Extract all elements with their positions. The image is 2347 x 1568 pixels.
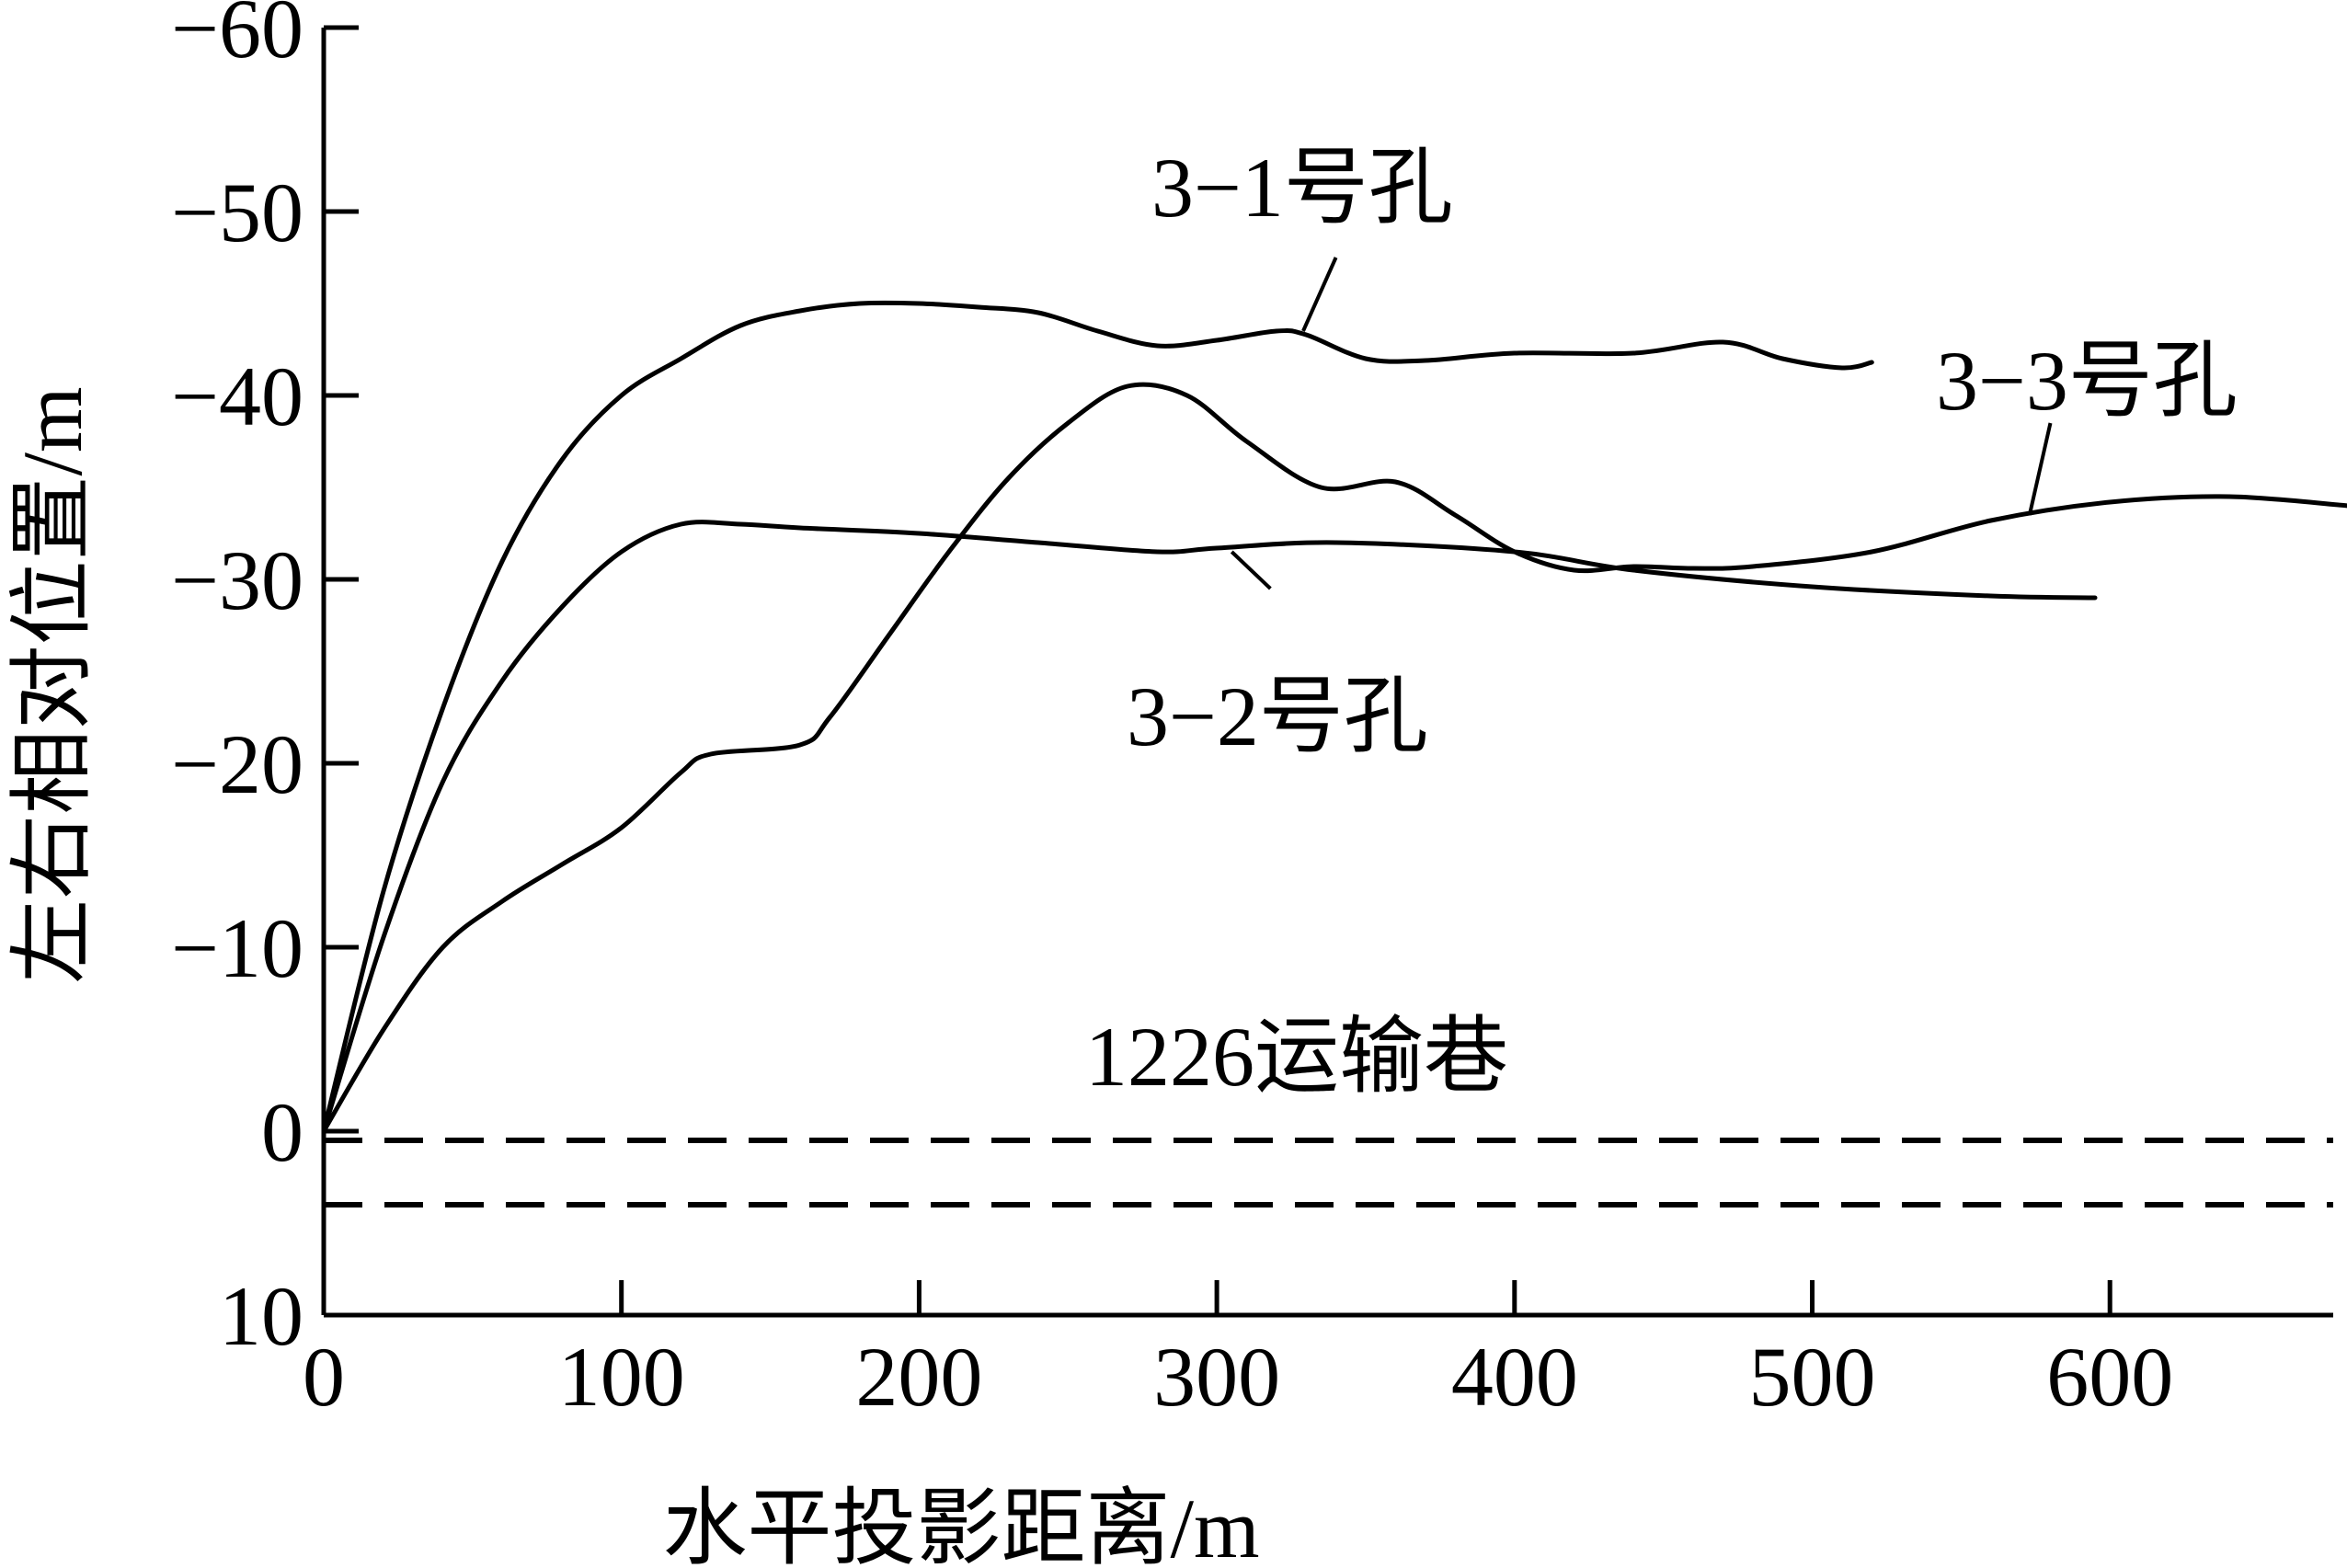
y-tick-label: −40 [171,349,303,443]
series-lines [321,300,2347,1134]
x-axis-title: 水平投影距离/m [662,1482,1259,1568]
y-tick-label: 0 [261,1085,303,1179]
x-tick-label: 400 [1451,1330,1578,1424]
y-tick-label: −50 [171,166,303,259]
x-tick-label: 600 [2046,1330,2173,1424]
annotation-roadway: 1226运输巷 [1085,1010,1508,1104]
annotation-3-2: 3−2号孔 [1127,670,1428,763]
y-tick-label: −10 [171,901,303,995]
series-line-3-2 [321,520,2098,1134]
series-line-3-3 [321,382,2347,1134]
plot-frame [321,28,2333,1318]
y-tick-label: 10 [219,1269,303,1363]
leader-3-2 [1230,550,1272,590]
y-tick-label: −20 [171,717,303,811]
x-tick-label: 300 [1153,1330,1280,1424]
x-tick-label: 100 [558,1330,685,1424]
annotation-3-3: 3−3号孔 [1936,334,2238,428]
leader-3-1 [1301,257,1338,332]
x-tick-label: 200 [855,1330,982,1424]
leader-3-3 [2027,422,2053,516]
x-tick-label: 500 [1749,1330,1876,1424]
annotation-3-1: 3−1号孔 [1151,141,1453,235]
annotation-leaders [1230,257,2053,590]
series-line-3-1 [321,300,1874,1134]
y-axis-title: 左右相对位置/m [6,386,99,983]
reference-lines [324,1138,2333,1207]
y-tick-label: −30 [171,533,303,627]
y-tick-label: −60 [171,0,303,75]
x-tick-label: 0 [303,1330,345,1424]
